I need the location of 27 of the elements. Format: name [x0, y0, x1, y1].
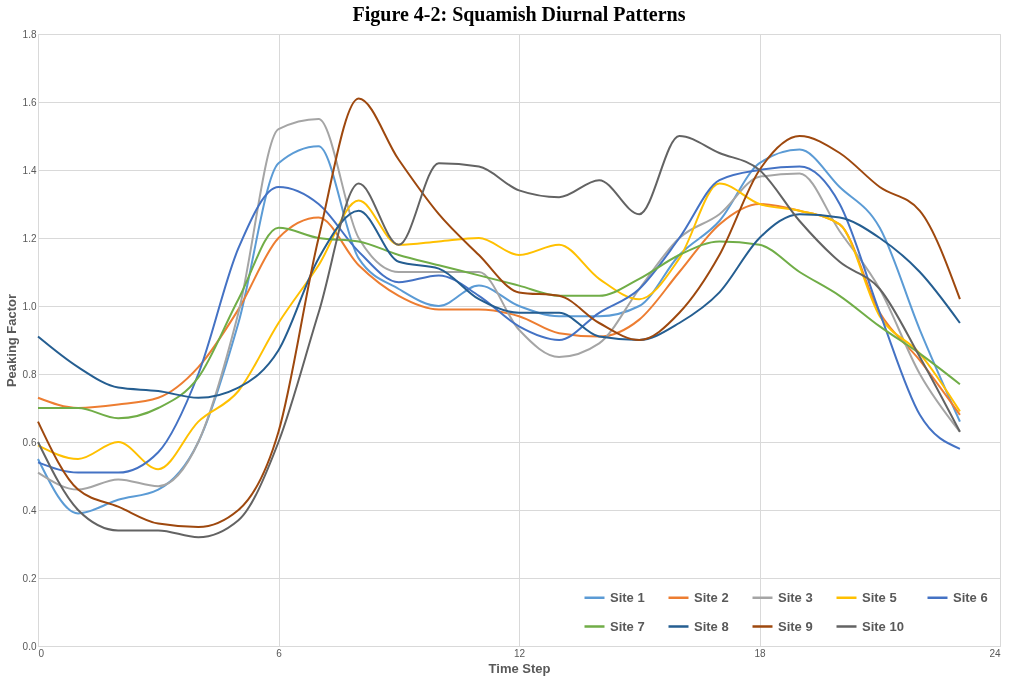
y-tick-label: 0.8 — [22, 368, 37, 380]
legend-label: Site 6 — [953, 589, 988, 605]
y-tick-label: 0.0 — [22, 640, 37, 652]
x-tick-label: 18 — [754, 647, 766, 659]
y-tick-label: 0.6 — [22, 436, 37, 448]
legend-label: Site 1 — [610, 589, 645, 605]
y-tick-label: 1.2 — [22, 232, 37, 244]
x-tick-label: 0 — [38, 647, 45, 659]
x-tick-label: 12 — [513, 647, 526, 659]
legend-label: Site 3 — [778, 589, 813, 605]
x-tick-label: 6 — [276, 647, 283, 659]
chart-title: Figure 4-2: Squamish Diurnal Patterns — [352, 3, 686, 26]
legend-label: Site 8 — [694, 618, 729, 634]
legend-label: Site 5 — [862, 589, 897, 605]
legend-label: Site 2 — [694, 589, 729, 605]
y-tick-label: 1.4 — [22, 164, 37, 176]
y-tick-label: 1.8 — [22, 28, 37, 40]
legend-label: Site 7 — [610, 618, 645, 634]
y-tick-label: 0.2 — [22, 572, 37, 584]
y-axis-title: Peaking Factor — [3, 293, 19, 388]
y-tick-label: 1.0 — [22, 300, 37, 312]
legend-label: Site 9 — [778, 618, 813, 634]
legend-label: Site 10 — [862, 618, 904, 634]
x-tick-label: 24 — [989, 647, 1001, 659]
y-tick-label: 0.4 — [22, 504, 37, 516]
y-tick-label: 1.6 — [22, 96, 37, 108]
x-axis-title: Time Step — [488, 660, 551, 676]
